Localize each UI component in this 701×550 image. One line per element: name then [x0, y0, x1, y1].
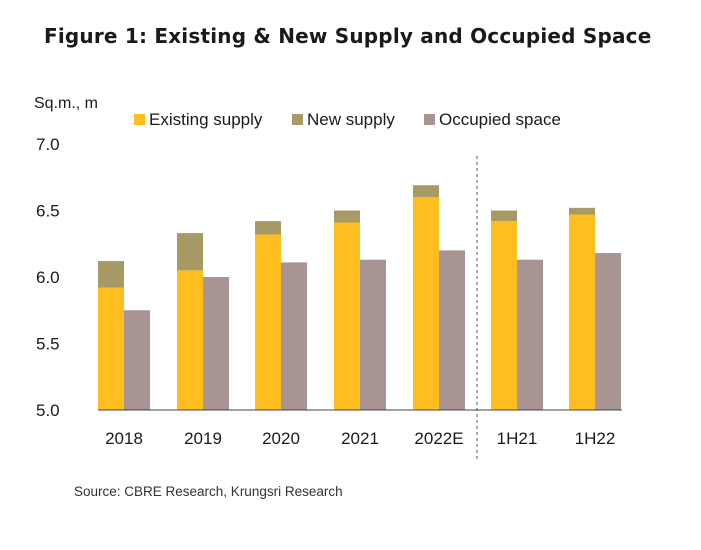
legend-label: Existing supply	[149, 110, 263, 129]
y-tick-label: 5.5	[36, 335, 60, 354]
bar-existing-supply	[569, 214, 595, 410]
legend-swatch	[292, 114, 303, 125]
bar-occupied-space	[281, 262, 307, 410]
legend: Existing supply New supply Occupied space	[134, 110, 561, 129]
legend-swatch	[424, 114, 435, 125]
y-tick-label: 6.0	[36, 268, 60, 287]
bar-existing-supply	[98, 287, 124, 410]
bar-new-supply	[255, 221, 281, 235]
bar-new-supply	[177, 233, 203, 271]
bar-occupied-space	[203, 277, 229, 410]
bars	[98, 185, 622, 411]
bar-new-supply	[569, 207, 595, 215]
y-tick-label: 5.0	[36, 401, 60, 420]
x-tick-label: 2018	[105, 429, 143, 448]
x-tick-label: 2020	[262, 429, 300, 448]
bar-existing-supply	[177, 270, 203, 410]
x-axis: 2018 2019 2020 2021 2022E 1H21 1H22	[105, 429, 615, 448]
x-tick-label: 1H22	[575, 429, 616, 448]
bar-existing-supply	[334, 222, 360, 410]
x-tick-label: 2019	[184, 429, 222, 448]
y-tick-label: 7.0	[36, 135, 60, 154]
legend-label: Occupied space	[439, 110, 561, 129]
bar-new-supply	[491, 210, 517, 222]
bar-new-supply	[413, 185, 439, 198]
bar-occupied-space	[517, 259, 543, 410]
y-tick-label: 6.5	[36, 202, 60, 221]
bar-occupied-space	[439, 250, 465, 410]
bar-occupied-space	[124, 310, 150, 410]
x-tick-label: 2022E	[414, 429, 463, 448]
bar-new-supply	[98, 261, 124, 288]
legend-swatch	[134, 114, 145, 125]
y-axis: 5.0 5.5 6.0 6.5 7.0	[36, 135, 60, 420]
x-tick-label: 1H21	[497, 429, 538, 448]
x-tick-label: 2021	[341, 429, 379, 448]
bar-occupied-space	[595, 253, 621, 410]
legend-label: New supply	[307, 110, 395, 129]
bar-existing-supply	[255, 234, 281, 410]
bar-occupied-space	[360, 259, 386, 410]
chart-title: Figure 1: Existing & New Supply and Occu…	[44, 24, 652, 48]
bar-new-supply	[334, 210, 360, 223]
source-note: Source: CBRE Research, Krungsri Research	[74, 484, 343, 499]
bar-existing-supply	[413, 197, 439, 410]
y-axis-unit-label: Sq.m., m	[34, 95, 98, 112]
bar-existing-supply	[491, 221, 517, 410]
